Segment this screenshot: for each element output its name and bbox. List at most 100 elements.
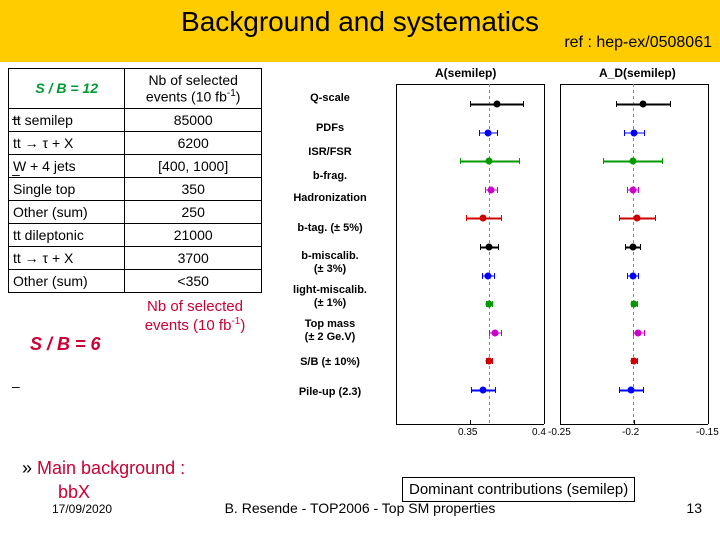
- x-tick: -0.2: [622, 427, 639, 438]
- ref-line: [489, 384, 490, 387]
- table-row-label: Other (sum): [9, 269, 125, 292]
- bullet-dash: –: [12, 378, 20, 394]
- ref-line: [489, 402, 490, 405]
- data-point: [484, 272, 491, 279]
- ref-line: [633, 228, 634, 231]
- error-cap: [627, 187, 628, 193]
- data-point: [631, 358, 638, 365]
- content: – – – S / B = 12 Nb of selected events (…: [0, 62, 720, 522]
- axis: [560, 424, 708, 425]
- syst-label: b-tag. (± 5%): [270, 222, 390, 235]
- ref-line: [489, 234, 490, 237]
- error-cap: [655, 215, 656, 221]
- axis: [544, 84, 545, 424]
- ref-line: [633, 342, 634, 345]
- axis: [396, 84, 397, 424]
- data-point: [493, 101, 500, 108]
- x-tick: -0.25: [548, 427, 571, 438]
- ref-line: [489, 108, 490, 111]
- table-row-value: 250: [125, 200, 262, 223]
- data-point: [629, 186, 636, 193]
- axis: [708, 84, 709, 424]
- data-point: [486, 158, 493, 165]
- error-cap: [501, 215, 502, 221]
- x-tick: 0.35: [458, 427, 477, 438]
- error-cap: [644, 330, 645, 336]
- main-background-label: » Main background :: [22, 458, 185, 479]
- table-row-label: tt → τ + X: [9, 246, 125, 269]
- ref-line: [633, 396, 634, 399]
- error-cap: [616, 101, 617, 107]
- ref-line: [489, 366, 490, 369]
- axis: [396, 424, 544, 425]
- overlay-nb: Nb of selected events (10 fb-1): [140, 298, 250, 335]
- syst-label: PDFs: [270, 122, 390, 135]
- data-point: [487, 186, 494, 193]
- header: Background and systematics ref : hep-ex/…: [0, 0, 720, 62]
- ref-line: [633, 354, 634, 357]
- ref-line: [633, 288, 634, 291]
- ref-line: [489, 150, 490, 153]
- syst-label: ISR/FSR: [270, 146, 390, 159]
- ref-line: [489, 210, 490, 213]
- error-cap: [460, 158, 461, 164]
- error-cap: [638, 187, 639, 193]
- ref-line: [489, 414, 490, 417]
- error-cap: [662, 158, 663, 164]
- table-row-value: 21000: [125, 223, 262, 246]
- data-point: [492, 329, 499, 336]
- ref-line: [489, 396, 490, 399]
- table-row-value: 350: [125, 177, 262, 200]
- ref-line: [489, 336, 490, 339]
- ref-line: [633, 366, 634, 369]
- ref-line: [633, 264, 634, 267]
- data-point: [635, 329, 642, 336]
- ref-line: [489, 324, 490, 327]
- ref-line: [633, 234, 634, 237]
- data-point: [486, 301, 493, 308]
- table-row-label: Other (sum): [9, 200, 125, 223]
- data-point: [486, 358, 493, 365]
- ref-line: [633, 84, 634, 87]
- ref-line: [633, 336, 634, 339]
- ref-line: [633, 108, 634, 111]
- error-cap: [627, 273, 628, 279]
- data-point: [631, 129, 638, 136]
- ref-line: [633, 324, 634, 327]
- ref-line: [489, 204, 490, 207]
- reference-text: ref : hep-ex/0508061: [564, 34, 712, 52]
- error-cap: [479, 130, 480, 136]
- ref-line: [489, 138, 490, 141]
- ref-line: [633, 372, 634, 375]
- table-row-value: <350: [125, 269, 262, 292]
- syst-label: Hadronization: [270, 192, 390, 205]
- ref-line: [633, 204, 634, 207]
- x-tick: -0.15: [696, 427, 719, 438]
- error-cap: [643, 387, 644, 393]
- error-cap: [670, 101, 671, 107]
- ref-line: [489, 114, 490, 117]
- table-row-label: tt semilep: [9, 108, 125, 131]
- overlay-sb6: S / B = 6: [30, 334, 101, 355]
- page-number: 13: [686, 500, 702, 516]
- error-cap: [495, 387, 496, 393]
- ref-line: [633, 282, 634, 285]
- ref-line: [633, 408, 634, 411]
- syst-label: light-miscalib.(± 1%): [270, 284, 390, 310]
- ref-line: [489, 180, 490, 183]
- ref-line: [489, 348, 490, 351]
- syst-label: Q-scale: [270, 92, 390, 105]
- table-row-label: Single top: [9, 177, 125, 200]
- ref-line: [633, 174, 634, 177]
- syst-label: Top mass(± 2 Ge.V): [270, 318, 390, 344]
- ref-line: [633, 348, 634, 351]
- table-row-value: 85000: [125, 108, 262, 131]
- ref-line: [489, 342, 490, 345]
- table-row-value: [400, 1000]: [125, 154, 262, 177]
- ref-line: [633, 222, 634, 225]
- error-cap: [501, 330, 502, 336]
- ref-line: [489, 90, 490, 93]
- ref-line: [633, 198, 634, 201]
- table-header-nb: Nb of selected events (10 fb-1): [125, 69, 262, 109]
- data-point: [480, 215, 487, 222]
